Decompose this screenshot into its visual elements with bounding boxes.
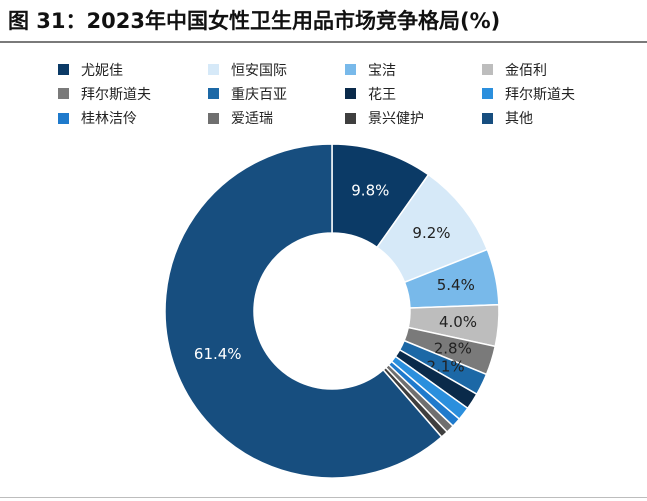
legend-swatch (208, 112, 219, 124)
legend-swatch (482, 112, 493, 124)
legend-item: 拜尔斯道夫 (482, 84, 618, 103)
legend-label: 金佰利 (505, 62, 547, 79)
legend-label: 恒安国际 (231, 62, 287, 79)
legend-item: 桂林洁伶 (58, 109, 208, 128)
legend-item: 景兴健护 (345, 109, 482, 128)
data-label: 9.2% (412, 224, 450, 242)
legend-item: 恒安国际 (208, 60, 345, 79)
legend-swatch (482, 88, 493, 100)
legend-swatch (58, 112, 69, 124)
legend-label: 尤妮佳 (81, 62, 123, 79)
legend-label: 景兴健护 (368, 111, 424, 128)
legend-swatch (345, 64, 356, 75)
legend-swatch (58, 64, 69, 75)
data-label: 61.4% (194, 345, 242, 363)
legend-swatch (345, 112, 356, 124)
chart-title: 图 31：2023年中国女性卫生用品市场竞争格局(%) (8, 9, 501, 33)
legend-item: 花王 (345, 84, 482, 103)
legend-label: 拜尔斯道夫 (81, 86, 151, 103)
legend-label: 拜尔斯道夫 (505, 86, 575, 103)
legend-label: 其他 (505, 111, 533, 128)
donut-slice (164, 143, 443, 479)
legend-label: 花王 (368, 86, 396, 103)
legend-item: 金佰利 (482, 60, 618, 79)
legend-label: 宝洁 (368, 62, 396, 79)
legend-item: 重庆百亚 (208, 84, 345, 103)
legend-swatch (345, 88, 356, 100)
data-label: 5.4% (437, 276, 475, 294)
legend-swatch (482, 64, 493, 75)
chart-legend: 尤妮佳 恒安国际 宝洁 金佰利拜尔斯道夫 重庆百亚 花王 拜尔斯道夫桂林洁伶 爱适瑞 景兴健护 其… (58, 60, 618, 130)
data-label: 4.0% (439, 313, 477, 331)
legend-label: 桂林洁伶 (81, 111, 137, 128)
legend-item: 其他 (482, 109, 618, 128)
data-label: 2.8% (434, 340, 472, 358)
legend-label: 重庆百亚 (231, 86, 287, 103)
bottom-divider (0, 497, 647, 498)
legend-label: 爱适瑞 (231, 111, 273, 128)
legend-swatch (208, 64, 219, 75)
title-divider (0, 41, 647, 43)
legend-item: 爱适瑞 (208, 109, 345, 128)
data-label: 9.8% (351, 181, 389, 199)
legend-swatch (208, 88, 219, 100)
legend-item: 宝洁 (345, 60, 482, 79)
legend-swatch (58, 88, 69, 100)
legend-item: 尤妮佳 (58, 60, 208, 79)
legend-item: 拜尔斯道夫 (58, 84, 208, 103)
